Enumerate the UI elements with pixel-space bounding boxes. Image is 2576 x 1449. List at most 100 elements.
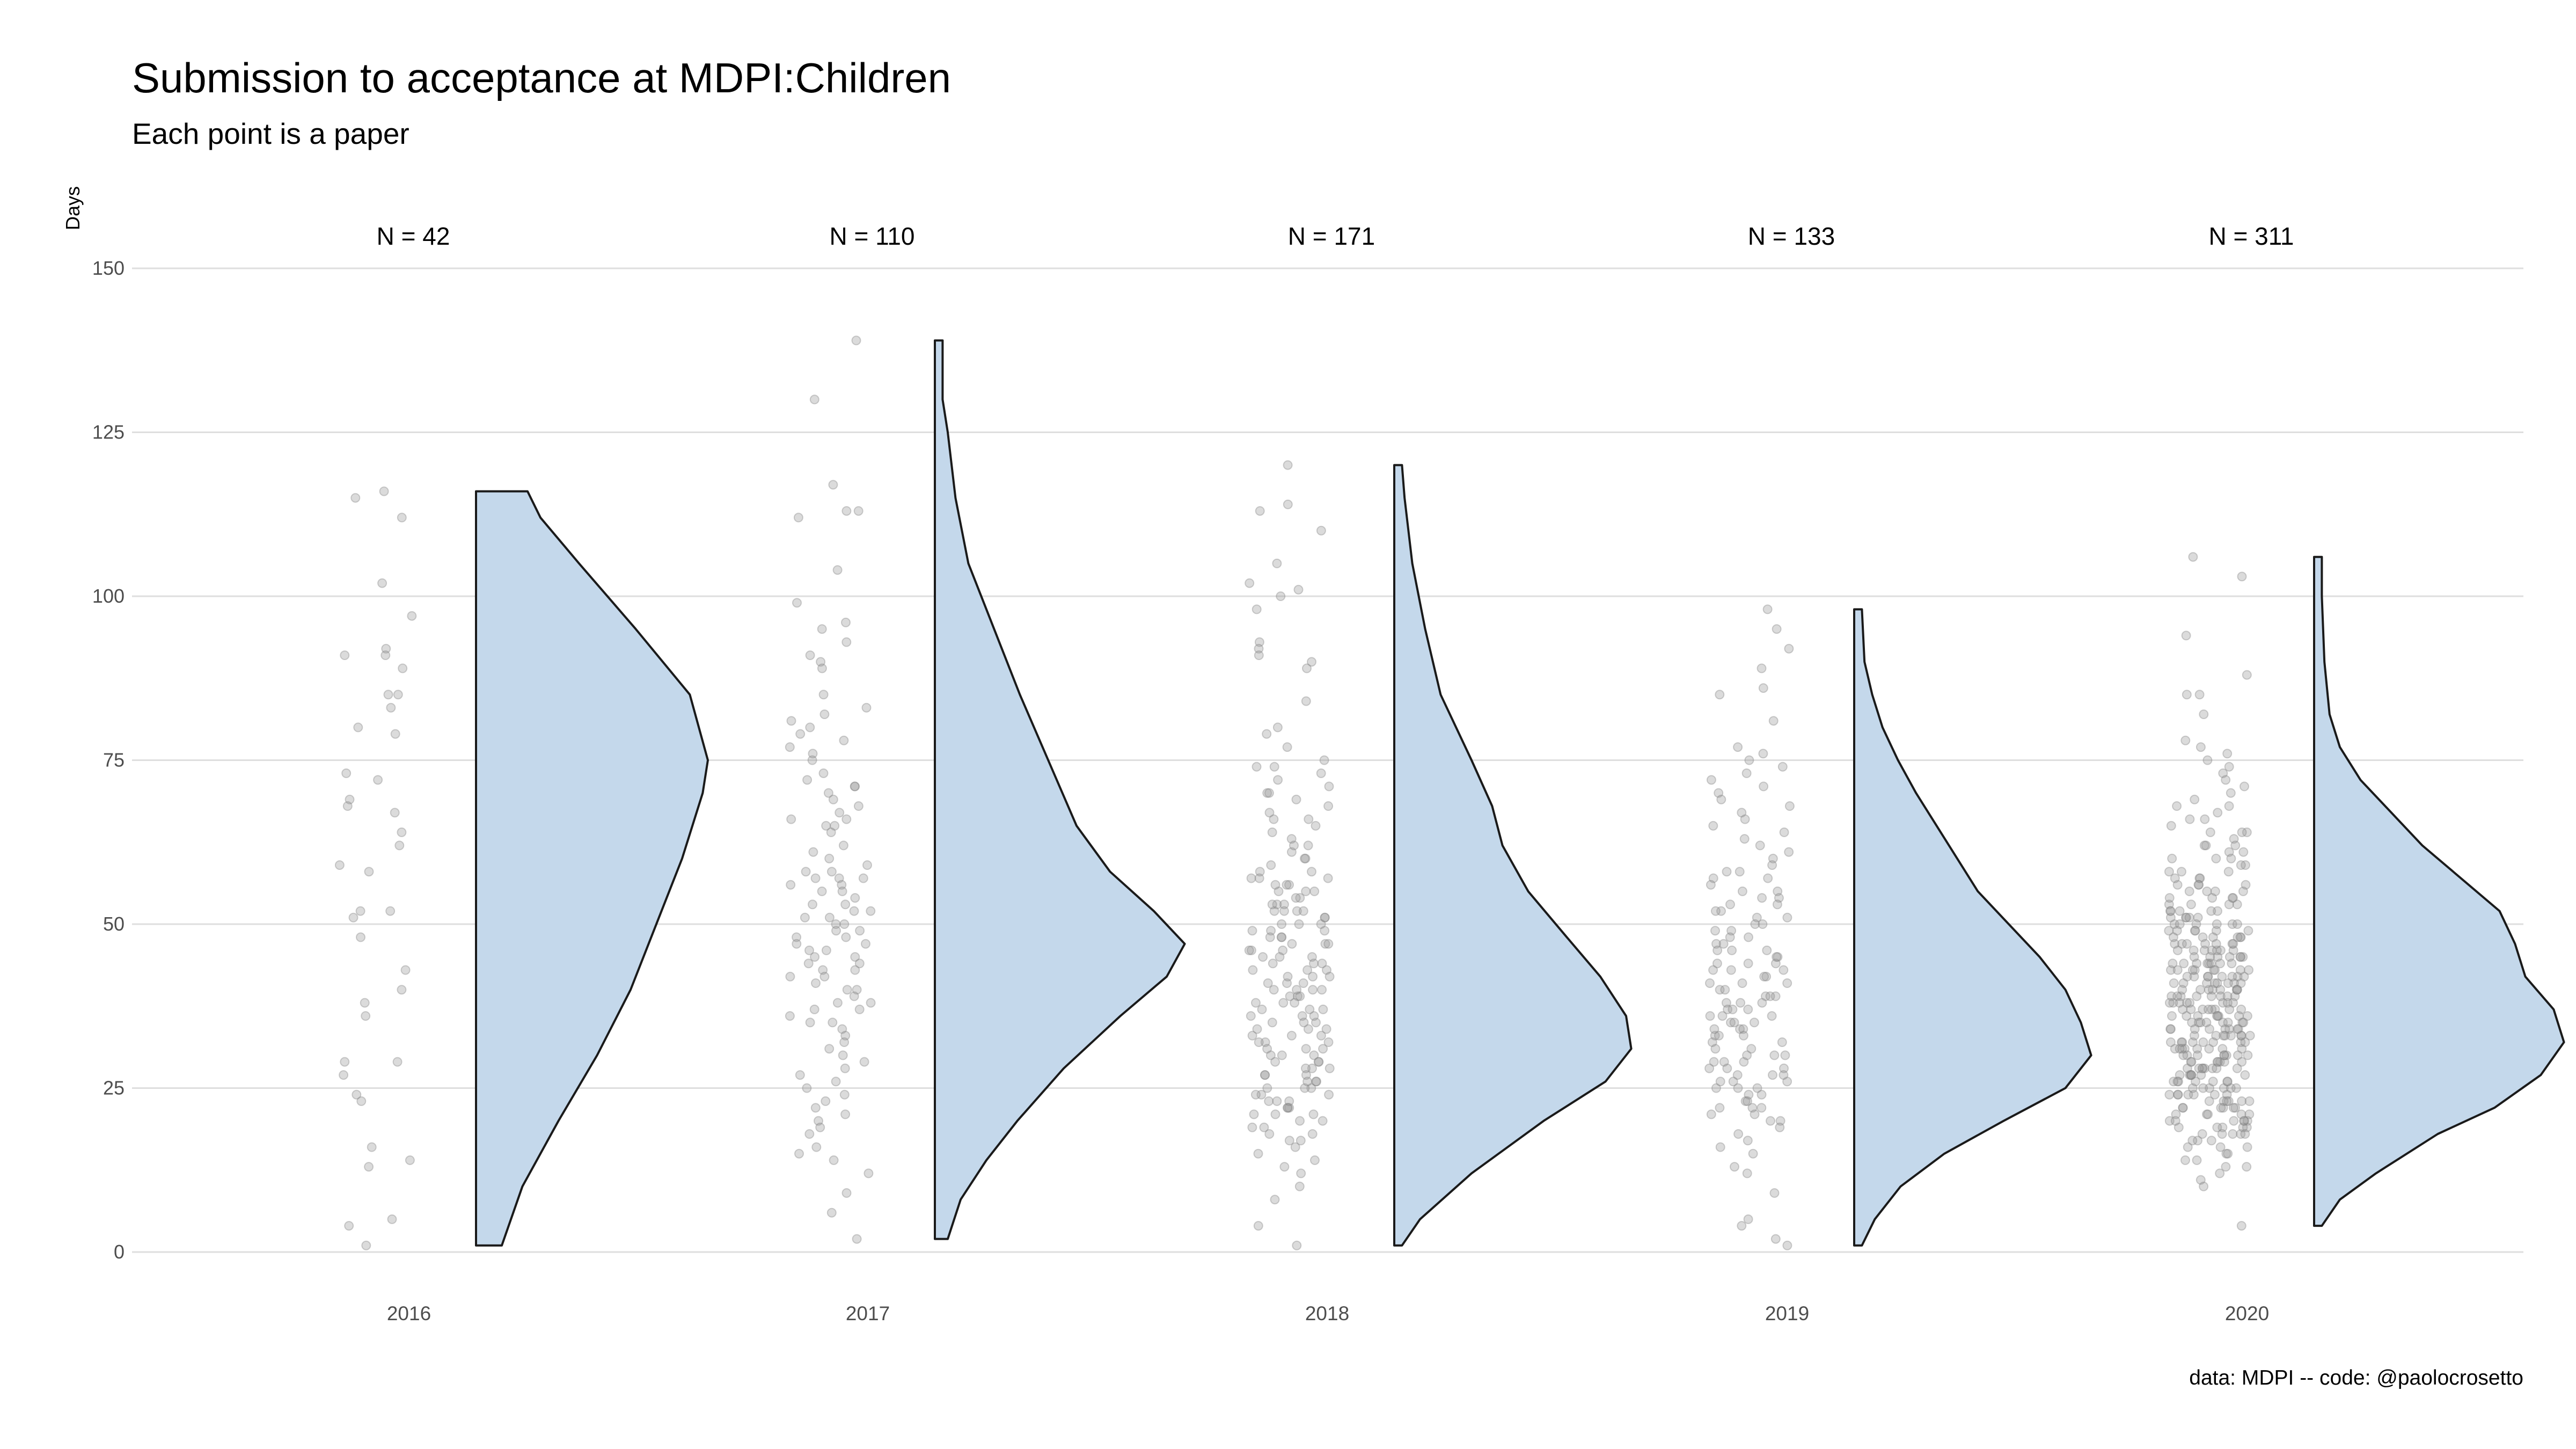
data-point: [339, 1070, 349, 1080]
data-point: [1744, 932, 1753, 942]
data-point: [2213, 808, 2223, 818]
data-point: [826, 1208, 837, 1218]
data-point: [1711, 939, 1721, 949]
data-point: [2170, 939, 2180, 949]
data-point: [2212, 1063, 2222, 1073]
data-point: [1757, 663, 1767, 674]
data-point: [2226, 1030, 2236, 1041]
data-point: [2196, 1070, 2206, 1080]
data-point: [356, 1096, 367, 1106]
data-point: [2179, 958, 2189, 969]
data-point: [1290, 1142, 1300, 1152]
data-point: [837, 886, 847, 896]
data-point: [2172, 801, 2182, 811]
data-point: [1307, 952, 1317, 962]
data-point: [1287, 939, 1297, 949]
data-point: [824, 912, 835, 923]
data-point: [2175, 906, 2185, 916]
data-point: [1252, 604, 1262, 614]
data-point: [1319, 755, 1329, 765]
data-point: [821, 821, 831, 831]
data-point: [1309, 958, 1319, 969]
data-point: [2210, 965, 2220, 975]
data-point: [1269, 762, 1279, 772]
data-point: [792, 939, 802, 949]
data-point: [1743, 1004, 1753, 1014]
data-point: [2215, 1057, 2225, 1067]
data-point: [852, 1234, 862, 1244]
data-point: [2201, 1018, 2212, 1028]
data-point: [2168, 958, 2178, 969]
data-point: [1279, 1162, 1290, 1172]
data-point: [1312, 1077, 1322, 1087]
data-point: [2223, 1096, 2234, 1106]
data-point: [2182, 1050, 2192, 1060]
data-point: [2238, 847, 2249, 857]
data-point: [2227, 971, 2237, 982]
data-point: [2176, 1037, 2186, 1047]
data-point: [1710, 1044, 1721, 1054]
data-point: [2237, 1096, 2247, 1106]
data-point: [2237, 827, 2247, 837]
data-point: [2166, 821, 2176, 831]
data-point: [817, 886, 827, 896]
data-point: [1292, 1240, 1302, 1250]
data-point: [2226, 1083, 2236, 1093]
data-point: [2169, 978, 2179, 988]
data-point: [1712, 958, 1722, 969]
data-point: [2192, 1050, 2202, 1060]
data-point: [377, 578, 387, 588]
data-point: [2178, 1103, 2188, 1113]
data-point: [1737, 978, 1747, 988]
data-point: [2210, 978, 2220, 988]
data-point: [334, 860, 345, 870]
data-point: [2175, 998, 2185, 1008]
data-point: [1758, 749, 1768, 759]
data-point: [2239, 1116, 2249, 1126]
data-point: [2184, 886, 2194, 896]
data-point: [1282, 978, 1292, 988]
data-point: [1716, 794, 1726, 804]
data-point: [866, 906, 876, 916]
count-label: N = 110: [830, 222, 915, 250]
data-point: [2206, 906, 2216, 916]
data-point: [1289, 840, 1299, 851]
data-point: [397, 513, 407, 523]
x-axis-ticks: 2016 2017 2018 2019 2020: [387, 1302, 2269, 1324]
data-point: [808, 847, 818, 857]
data-point: [2236, 932, 2246, 942]
data-point: [2169, 1077, 2179, 1087]
data-point: [2187, 1018, 2197, 1028]
data-point: [2189, 971, 2199, 982]
data-point: [1716, 906, 1726, 916]
data-point: [1779, 827, 1789, 837]
data-point: [1308, 971, 1318, 982]
data-point: [2196, 985, 2205, 995]
data-point: [834, 873, 844, 883]
data-point: [2212, 1057, 2222, 1067]
data-point: [2186, 1070, 2197, 1080]
data-point: [2215, 985, 2226, 995]
data-point: [1266, 860, 1276, 870]
data-point: [841, 814, 852, 824]
data-point: [831, 1077, 841, 1087]
data-point: [342, 801, 353, 811]
data-point: [1779, 1070, 1789, 1080]
y-axis-label: Days: [62, 186, 84, 230]
data-point: [2228, 893, 2238, 903]
data-point: [2174, 1077, 2183, 1087]
data-point: [2193, 1018, 2204, 1028]
data-point: [397, 827, 407, 837]
data-point: [2174, 1122, 2184, 1132]
data-point: [2228, 939, 2238, 949]
data-point: [2226, 788, 2236, 798]
data-point: [858, 873, 868, 883]
data-point: [828, 480, 838, 490]
data-point: [1246, 1011, 1256, 1021]
data-point: [1704, 1063, 1715, 1073]
data-point: [1254, 637, 1264, 647]
data-point: [1311, 1077, 1321, 1087]
data-point: [841, 617, 851, 627]
data-point: [1272, 722, 1283, 733]
data-point: [849, 991, 859, 1001]
